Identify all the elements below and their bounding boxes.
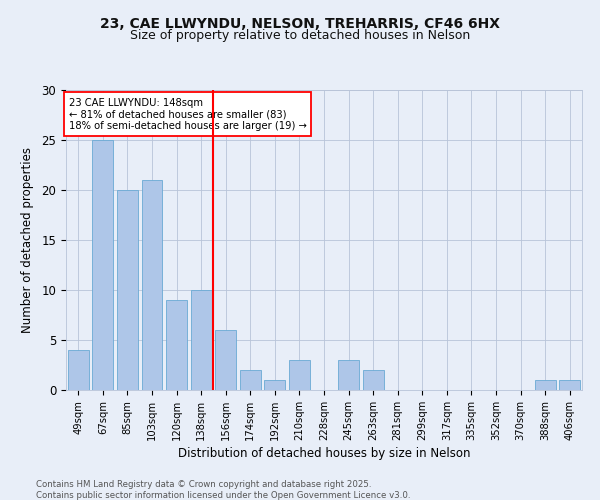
Text: Contains HM Land Registry data © Crown copyright and database right 2025.
Contai: Contains HM Land Registry data © Crown c… (36, 480, 410, 500)
Text: 23, CAE LLWYNDU, NELSON, TREHARRIS, CF46 6HX: 23, CAE LLWYNDU, NELSON, TREHARRIS, CF46… (100, 18, 500, 32)
Bar (265, 380, 286, 390)
Bar (215, 330, 236, 390)
X-axis label: Distribution of detached houses by size in Nelson: Distribution of detached houses by size … (178, 447, 470, 460)
Bar (535, 380, 556, 390)
Y-axis label: Number of detached properties: Number of detached properties (22, 147, 34, 333)
Bar (142, 180, 163, 390)
Bar (240, 370, 261, 390)
Bar (92, 140, 113, 390)
Bar (117, 190, 138, 390)
Bar (289, 360, 310, 390)
Text: 23 CAE LLWYNDU: 148sqm
← 81% of detached houses are smaller (83)
18% of semi-det: 23 CAE LLWYNDU: 148sqm ← 81% of detached… (68, 98, 307, 130)
Bar (191, 290, 212, 390)
Bar (559, 380, 580, 390)
Bar (362, 370, 383, 390)
Bar (338, 360, 359, 390)
Text: Size of property relative to detached houses in Nelson: Size of property relative to detached ho… (130, 29, 470, 42)
Bar (68, 350, 89, 390)
Bar (166, 300, 187, 390)
